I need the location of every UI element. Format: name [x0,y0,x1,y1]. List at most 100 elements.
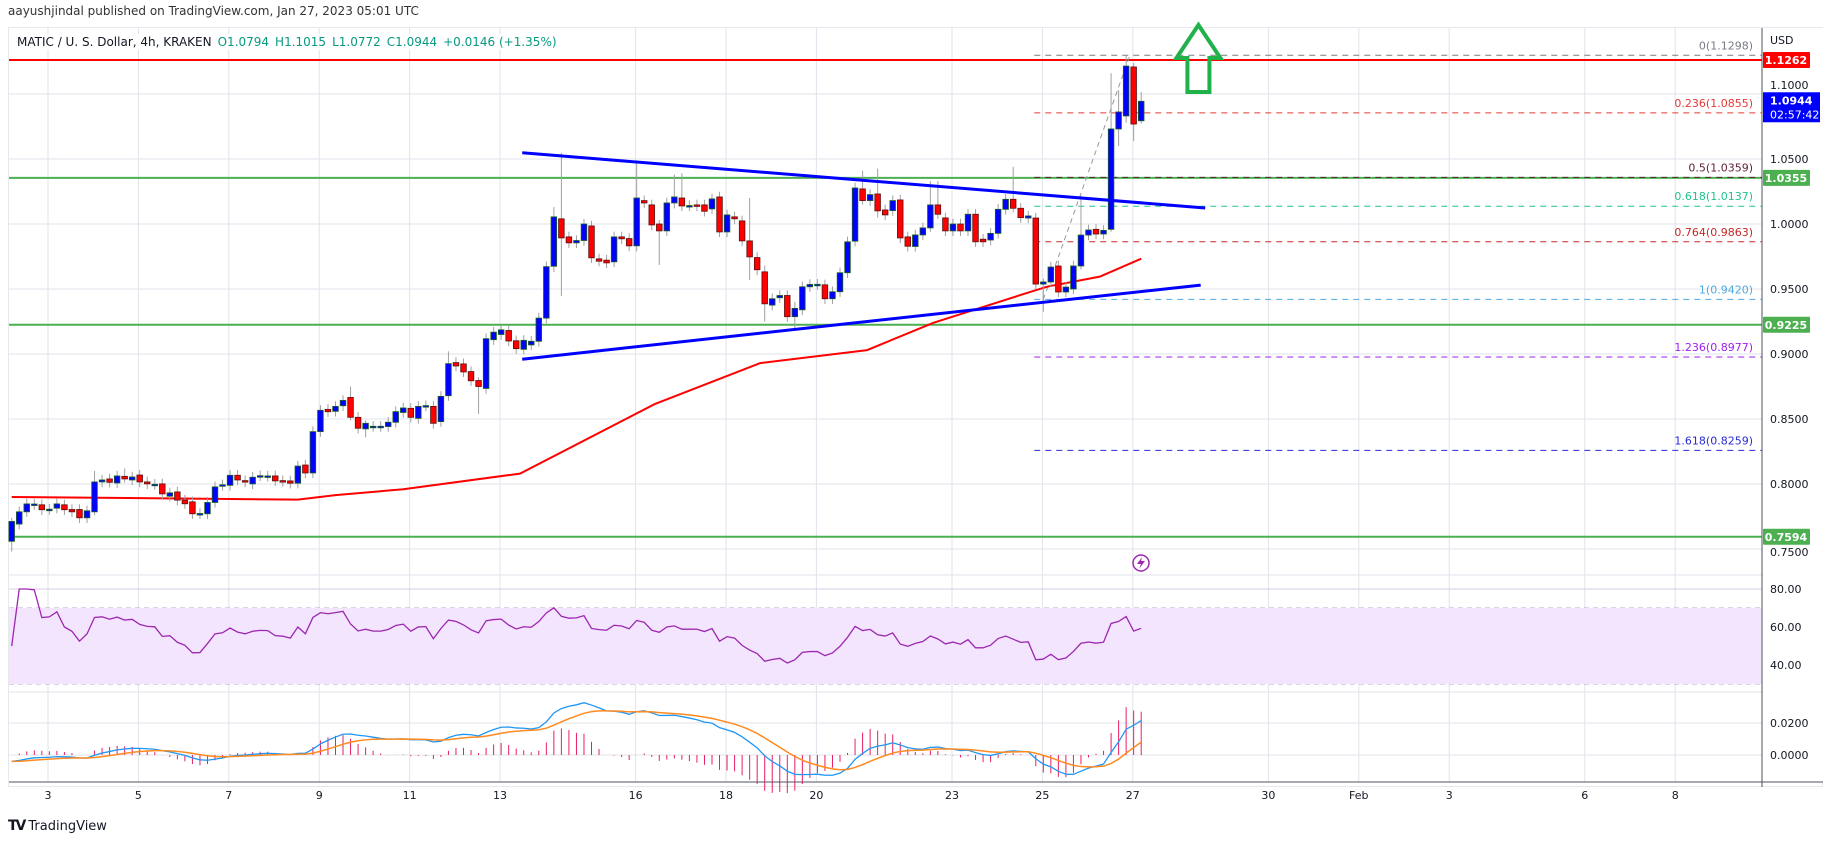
candle [392,406,399,428]
candle [1032,212,1039,290]
bull-candle-body [844,241,851,274]
bull-candle-body [8,521,15,542]
bull-candle-body [1138,100,1145,122]
candle [1092,224,1100,240]
candle [897,194,904,244]
bull-candle-body [550,216,558,267]
bear-candle-body [460,363,467,373]
trendlines[interactable] [522,151,1206,361]
bear-candle-body [159,483,166,495]
price-level-badge-text: 0.7594 [1765,531,1808,544]
bull-candle-body [339,400,347,407]
candle [866,189,874,206]
bear-candle-body [189,501,196,515]
bear-candle-body [897,199,904,239]
price-tick-label: 1.0500 [1770,153,1809,166]
bear-candle-body [942,217,949,232]
candle [445,351,452,401]
time-tick-label: 23 [945,789,959,802]
candle [332,401,339,417]
candle [415,401,422,424]
tradingview-brand[interactable]: TV TradingView [8,818,107,834]
bear-candle-body [181,499,189,505]
bull-candle-body [889,200,896,212]
bear-candle-body [106,478,113,483]
candle [144,476,151,490]
candle [1062,281,1070,298]
bull-candle-body [836,272,844,293]
last-price-badge [1763,92,1820,123]
candle [211,481,219,508]
bear-candle-body [452,362,460,367]
candle [505,325,512,347]
candle [513,335,520,354]
candle [475,377,482,414]
bear-candle-body [821,284,829,300]
bear-candle-body [603,259,610,264]
candle [784,290,791,322]
macd-tick-label: 0.0200 [1770,717,1809,730]
price-level-badge [1763,169,1810,186]
candle [693,199,701,212]
ohlc-low: L1.0772 [332,35,381,49]
candle [38,499,46,515]
bull-candle-body [964,213,972,232]
bull-candle-body [806,284,814,288]
bear-candle-body [1130,66,1137,125]
price-level-badge-text: 1.1262 [1765,54,1807,67]
bull-candle-body [46,508,53,512]
time-tick-label: 11 [403,789,417,802]
bull-candle-body [1077,234,1085,267]
up-arrow-annotation[interactable] [1172,21,1225,94]
candle [31,498,38,510]
bear-candle-body [595,258,603,262]
candle [851,182,859,247]
bear-candle-body [324,408,332,413]
candle [791,302,799,329]
price-tick-label: 1.0000 [1770,218,1809,231]
tradingview-logo-icon: TV [8,818,26,834]
bull-candle-body [949,223,957,232]
candle [1077,195,1085,270]
candle [595,253,603,267]
time-tick-label: 8 [1672,789,1679,802]
ema-polyline [11,257,1142,501]
bear-candle-body [1032,217,1039,285]
fib-swing-line [1042,55,1131,300]
brand-name: TradingView [28,818,107,834]
fibonacci-retracement[interactable]: 0(1.1298) 0.236(1.0855) 0.5(1.0359) 0.618(1… [1034,39,1762,451]
candle [482,333,490,394]
bear-candle-body [430,405,437,424]
candle [1040,278,1047,312]
time-tick-label: 6 [1581,789,1588,802]
bull-candle-body [776,295,783,299]
candle [543,261,550,324]
candle [98,474,106,488]
lightning-icon[interactable] [1132,554,1150,572]
bear-candle-body [784,295,791,318]
symbol-title[interactable]: MATIC / U. S. Dollar, 4h, KRAKEN [17,35,212,49]
candle [957,218,964,237]
candle [829,286,836,304]
macd-pane [11,702,1142,794]
candle [422,400,430,412]
bull-candle-body [671,196,678,204]
bull-candle-body [226,474,234,486]
candle [234,470,241,486]
bull-candle-body [91,481,98,513]
axes: USD 1.1000 1.0500 1.0000 0.9500 0.9000 0.8500 0… [9,28,1823,802]
bear-candle-body [1009,198,1017,209]
bear-candle-body [881,209,889,216]
time-tick-label: 13 [493,789,507,802]
candle [520,335,527,355]
candle [844,236,851,278]
bear-candle-body [121,475,128,480]
bear-candle-body [972,213,979,243]
candle [1122,55,1130,123]
candle [859,170,866,205]
candle [339,395,347,411]
bull-candle-body [686,205,693,208]
bull-candle-body [912,234,919,247]
candle [430,401,437,429]
